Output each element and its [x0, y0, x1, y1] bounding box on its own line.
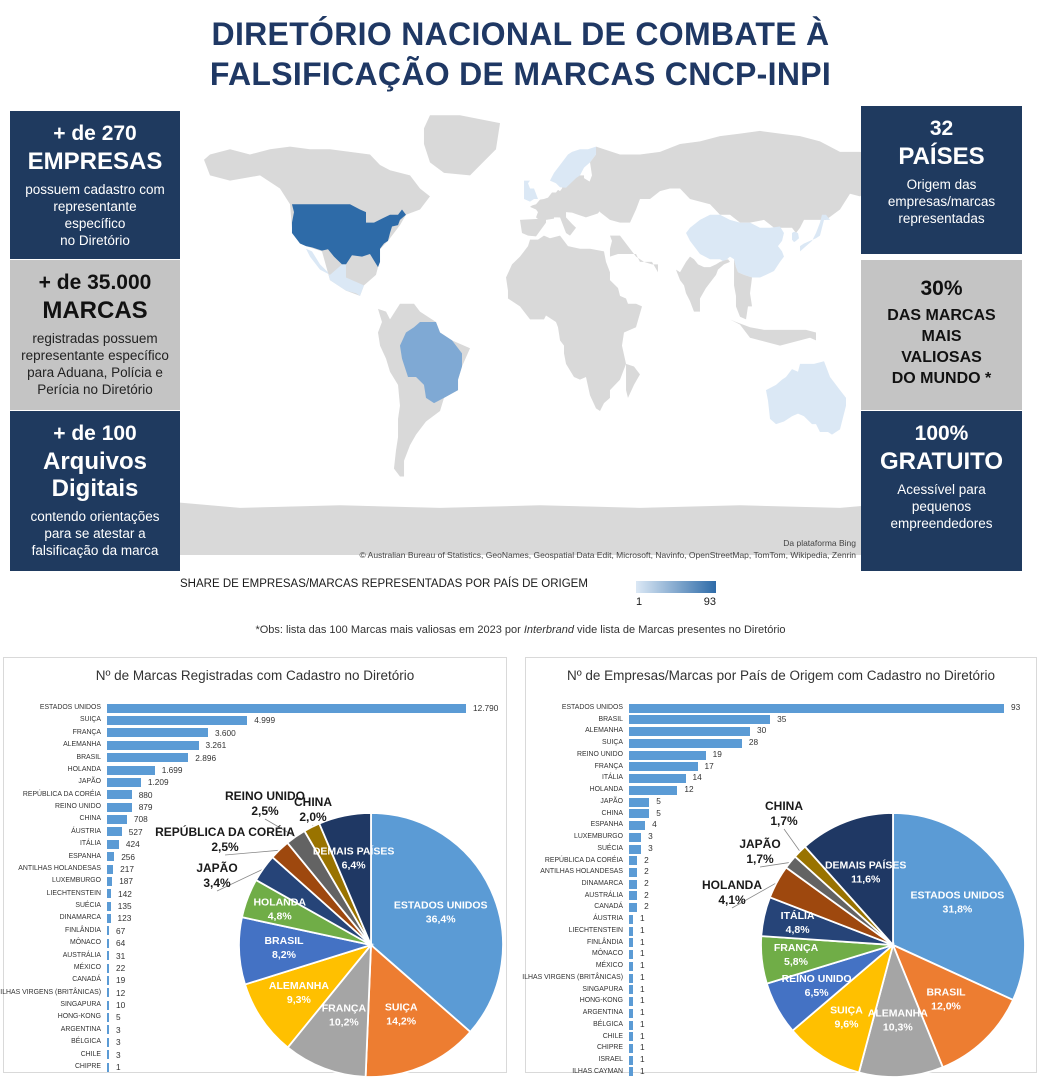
svg-text:ITÁLIA: ITÁLIA [781, 909, 815, 922]
svg-text:6,4%: 6,4% [342, 860, 367, 872]
svg-text:BRASIL: BRASIL [264, 935, 304, 947]
svg-text:BRASIL: BRASIL [926, 986, 966, 998]
svg-text:14,2%: 14,2% [386, 1015, 416, 1027]
svg-text:REINO UNIDO: REINO UNIDO [782, 973, 852, 985]
svg-text:10,2%: 10,2% [329, 1017, 359, 1029]
svg-text:9,6%: 9,6% [835, 1019, 860, 1031]
svg-text:SUIÇA: SUIÇA [830, 1005, 863, 1017]
svg-text:HOLANDA: HOLANDA [253, 896, 306, 908]
svg-text:6,5%: 6,5% [805, 987, 830, 999]
svg-text:ESTADOS UNIDOS: ESTADOS UNIDOS [911, 890, 1005, 902]
svg-text:4,8%: 4,8% [268, 910, 293, 922]
svg-text:10,3%: 10,3% [883, 1021, 913, 1033]
svg-text:FRANÇA: FRANÇA [774, 942, 819, 954]
svg-text:4,8%: 4,8% [786, 924, 811, 936]
svg-text:DEMAIS PAÍSES: DEMAIS PAÍSES [313, 845, 395, 858]
svg-text:8,2%: 8,2% [272, 949, 297, 961]
svg-text:SUIÇA: SUIÇA [385, 1001, 418, 1013]
svg-text:DEMAIS PAÍSES: DEMAIS PAÍSES [825, 859, 907, 872]
svg-text:ALEMANHA: ALEMANHA [269, 980, 329, 992]
svg-text:31,8%: 31,8% [943, 904, 973, 916]
svg-text:11,6%: 11,6% [851, 874, 881, 886]
svg-text:5,8%: 5,8% [784, 956, 809, 968]
svg-text:9,3%: 9,3% [287, 994, 312, 1006]
svg-text:12,0%: 12,0% [931, 1000, 961, 1012]
svg-text:ALEMANHA: ALEMANHA [868, 1007, 928, 1019]
svg-text:FRANÇA: FRANÇA [322, 1003, 367, 1015]
